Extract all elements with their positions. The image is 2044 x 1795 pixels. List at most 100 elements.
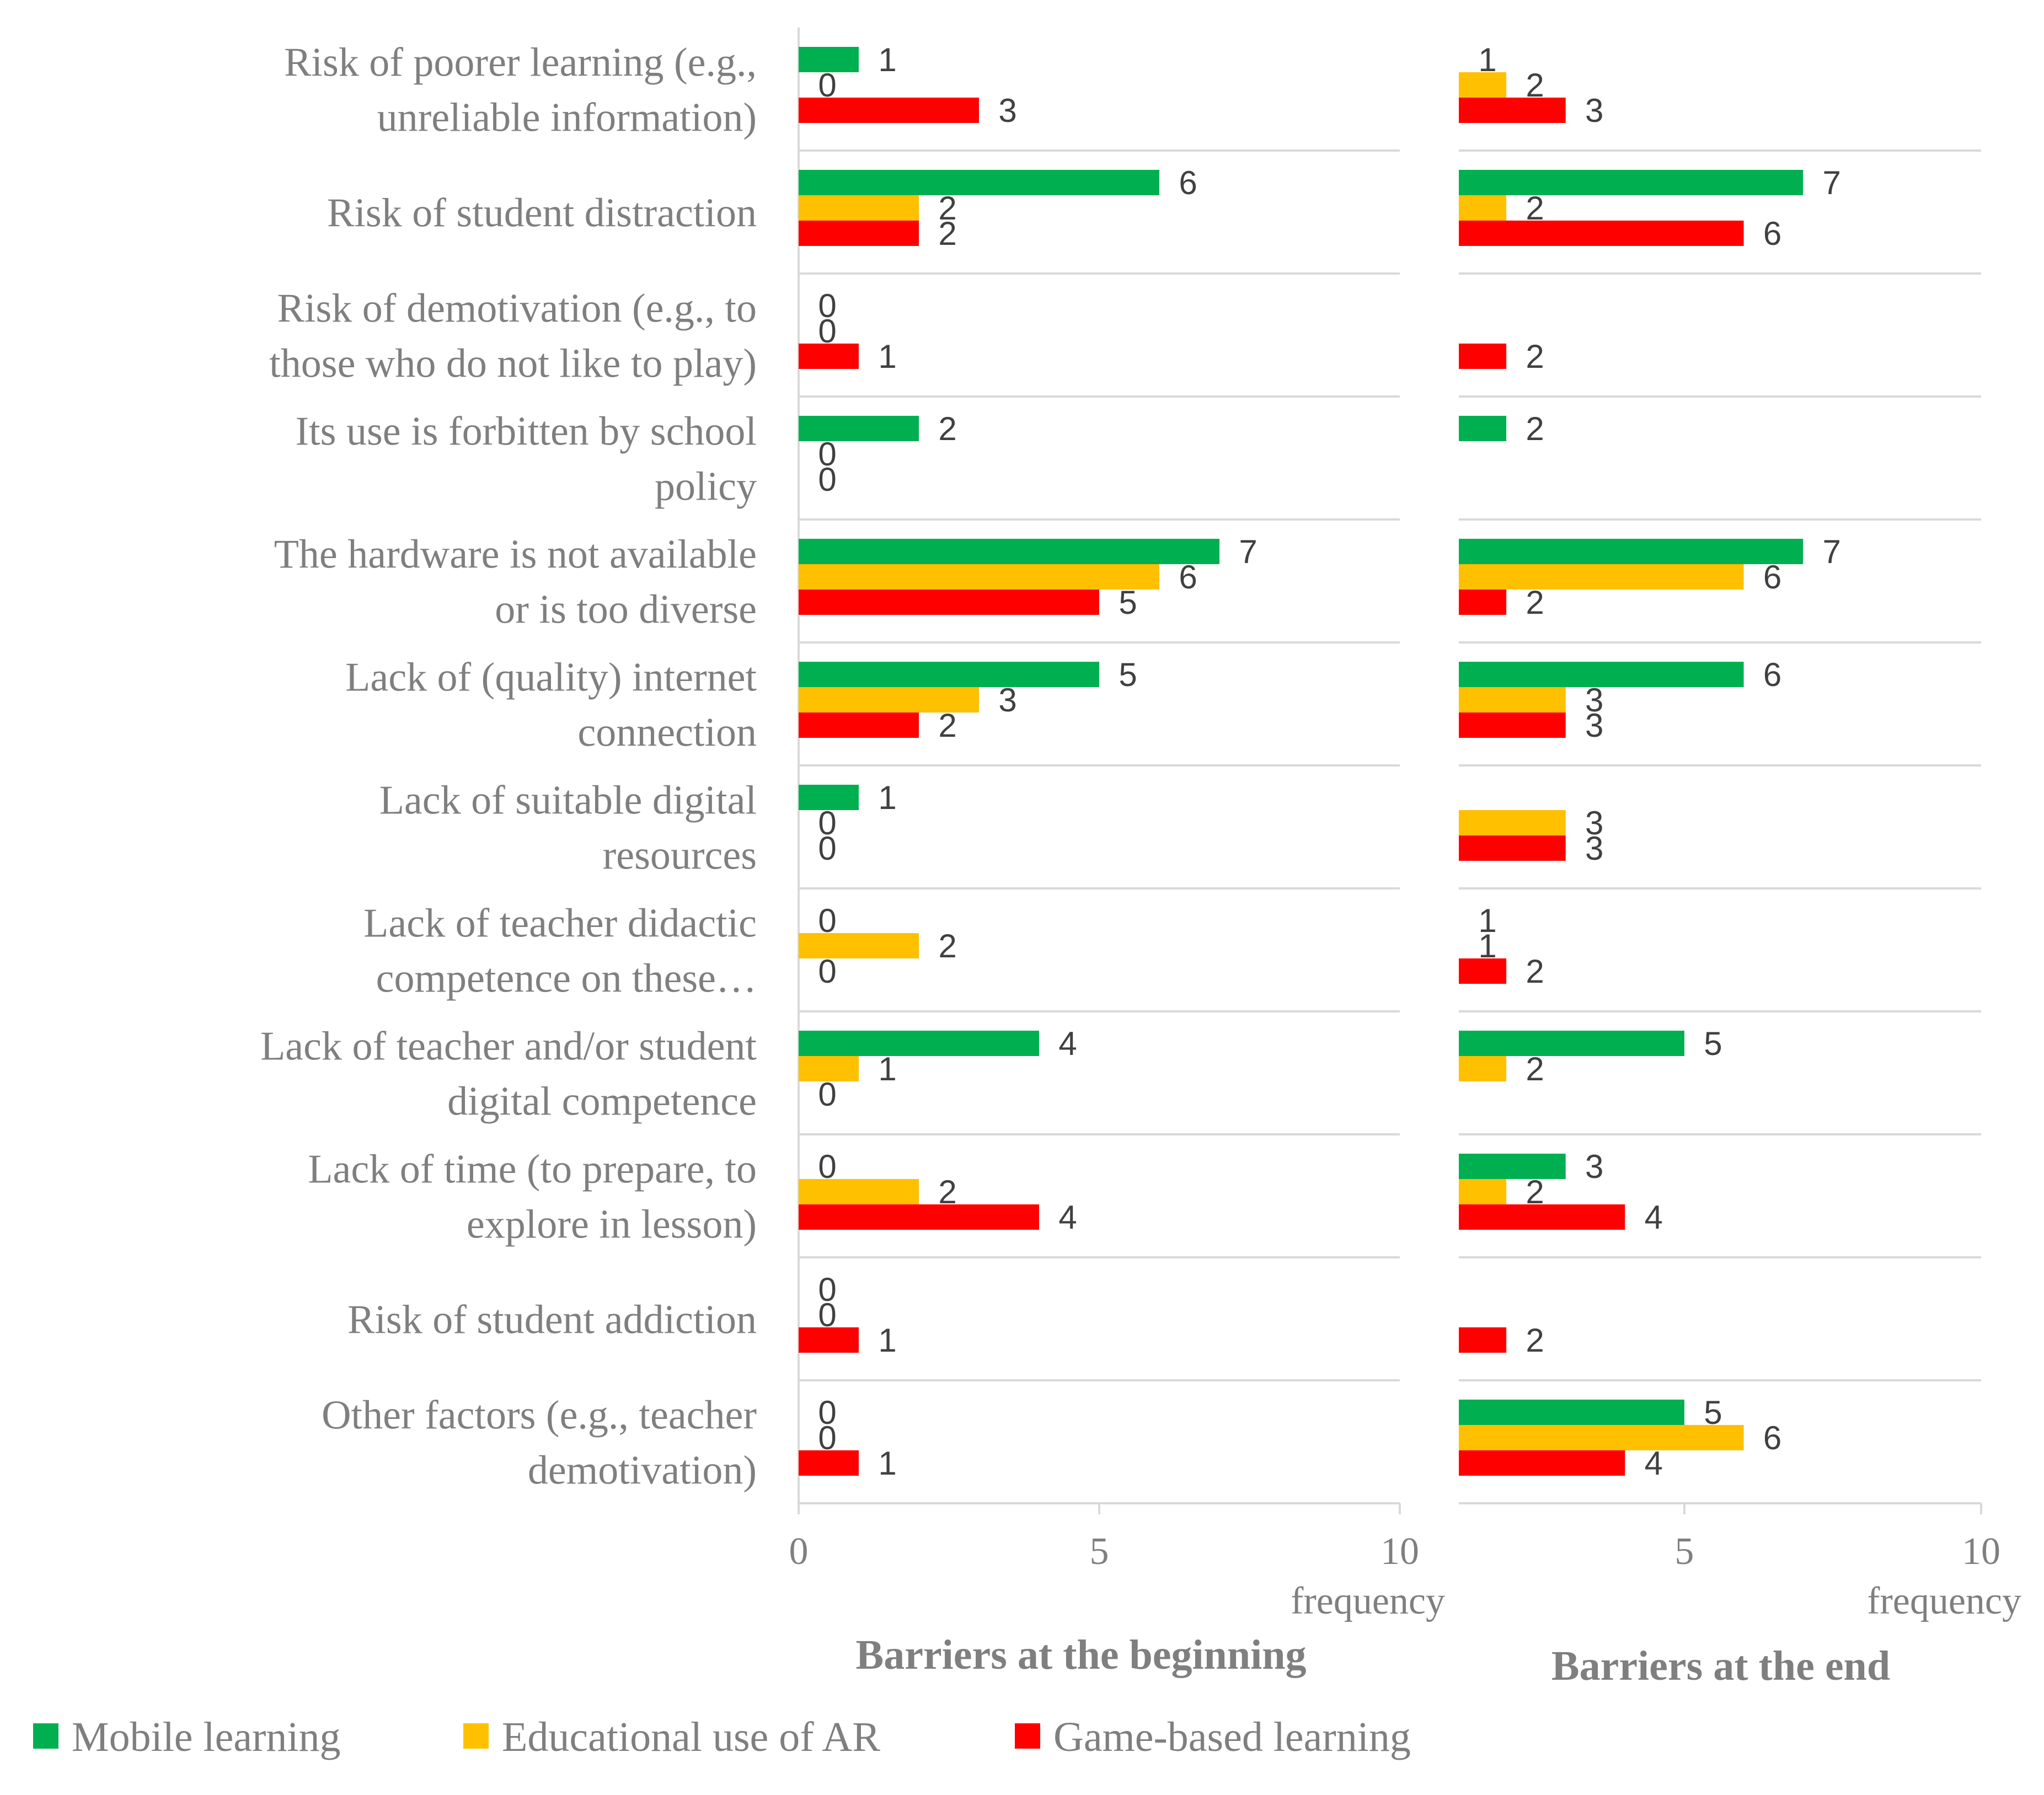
category-label: Risk of poorer learning (e.g., unreliable… [284,40,757,141]
bar [799,416,919,441]
category-label-line: Its use is forbitten by school [295,409,757,454]
legend-swatch [1015,1723,1040,1749]
data-label: 1 [878,779,896,816]
data-label: 3 [1585,830,1603,867]
category-label: Risk of student distraction [327,191,757,236]
x-axis-title: frequency [1291,1580,1445,1622]
x-tick-label: 10 [1380,1530,1419,1573]
category-label-line: Risk of poorer learning (e.g., [284,40,757,85]
category-label-line: Risk of student distraction [327,191,757,236]
bar [799,47,859,72]
bar [799,344,859,369]
data-label: 0 [818,953,836,990]
panel-title: Barriers at the beginning [856,1632,1307,1678]
category-label: Lack of time (to prepare, to explore in l… [308,1147,757,1247]
bar [1459,1179,1507,1204]
bar [1459,1031,1684,1056]
bar [799,170,1159,195]
data-label: 2 [1526,410,1544,447]
category-label-line: Lack of teacher and/or student [260,1024,757,1069]
bar [799,195,919,221]
bar [1459,1056,1507,1081]
bar [799,687,979,712]
data-label: 4 [1058,1199,1077,1236]
category-label: Lack of suitable digital resources [379,778,757,878]
data-label: 7 [1239,533,1257,570]
data-label: 0 [818,1148,836,1185]
bar [1459,958,1507,984]
data-label: 2 [938,928,956,965]
panel-title: Barriers at the end [1551,1643,1890,1689]
category-label-line: The hardware is not available [274,532,757,577]
legend-swatch [33,1723,58,1749]
data-label: 5 [1704,1394,1722,1431]
legend-swatch [463,1723,489,1749]
bar [799,1179,919,1204]
data-label: 6 [1763,215,1781,252]
data-label: 2 [1526,1051,1544,1087]
category-label-line: Lack of (quality) internet [345,655,757,700]
data-label: 2 [1526,338,1544,375]
category-label-line: competence on these… [376,956,757,1001]
data-label: 1 [1478,928,1496,965]
data-label: 0 [818,461,836,498]
bar [799,662,1099,687]
bar [799,1204,1039,1230]
x-tick-label: 5 [1090,1530,1109,1573]
bar [1459,1204,1625,1230]
data-label: 2 [1526,584,1544,621]
legend-label: Mobile learning [72,1714,341,1760]
data-label: 1 [1478,41,1496,78]
bar [1459,1450,1625,1476]
data-label: 3 [998,682,1016,719]
category-label-line: unreliable information) [377,95,757,141]
bar [1459,1327,1507,1353]
category-label-line: Other factors (e.g., teacher [322,1393,757,1438]
data-label: 2 [938,215,956,252]
data-label: 0 [818,436,836,473]
data-label: 2 [1526,1322,1544,1359]
data-label: 0 [818,805,836,842]
bar [1459,564,1744,590]
x-axis-title: frequency [1867,1580,2021,1622]
x-tick-label: 5 [1674,1530,1694,1573]
data-label: 3 [1585,92,1603,129]
category-label: Lack of (quality) internet connection [345,655,757,755]
category-label-line: or is too diverse [495,587,757,633]
x-tick-label: 10 [1962,1530,2000,1573]
data-label: 6 [1763,1419,1781,1456]
data-label: 6 [1179,559,1197,596]
data-label: 1 [878,1051,896,1087]
category-label: Its use is forbitten by school policy [295,409,757,510]
category-label-line: Lack of teacher didactic [363,901,757,946]
bar [1459,662,1744,687]
bar [1459,1154,1566,1179]
category-label-line: Risk of student addiction [347,1298,757,1343]
category-label-line: demotivation) [528,1448,757,1493]
data-label: 1 [1478,902,1496,939]
data-label: 2 [938,410,956,447]
data-label: 3 [1585,682,1603,719]
bar [1459,810,1566,835]
bar [799,590,1099,615]
bar [1459,344,1507,369]
data-label: 2 [1526,190,1544,227]
category-label-line: resources [603,833,757,878]
category-label-line: policy [655,464,757,510]
data-label: 7 [1822,533,1840,570]
bar [1459,687,1566,712]
data-label: 0 [818,1271,836,1308]
data-label: 0 [818,902,836,939]
bar [799,539,1219,564]
data-label: 1 [878,1445,896,1482]
legend: Mobile learning Educational use of AR Game… [33,1714,1411,1760]
data-label: 1 [878,338,896,375]
category-label: Lack of teacher and/or student digital co… [260,1024,757,1124]
data-label: 2 [1526,67,1544,104]
data-label: 6 [1763,656,1781,693]
bar [1459,1425,1744,1450]
data-label: 2 [938,707,956,744]
data-label: 6 [1179,164,1197,201]
bar [799,712,919,738]
